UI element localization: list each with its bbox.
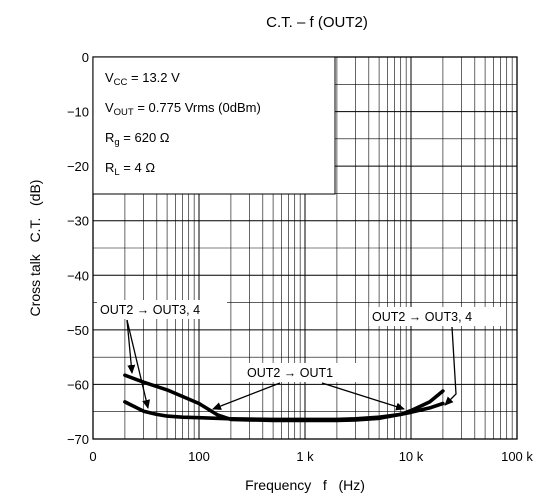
x-tick-label: 1 k: [296, 449, 314, 464]
annotation-box-left: [97, 300, 227, 319]
annotation-out2-to-out34-left: OUT2 → OUT3, 4: [100, 303, 200, 317]
vcc-condition: VCC = 13.2 V: [105, 70, 180, 88]
x-tick-label: 100: [188, 449, 210, 464]
y-tick-label: −70: [67, 432, 89, 447]
chart-title: C.T. – f (OUT2): [266, 14, 368, 31]
rg-condition: Rg = 620 Ω: [105, 130, 170, 148]
x-tick-label: 10 k: [399, 449, 424, 464]
arrow-left-to-upper-curve: [126, 319, 136, 374]
vout-condition: VOUT = 0.775 Vrms (0dBm): [105, 100, 261, 118]
arrow-right-to-curves: [444, 326, 457, 406]
y-tick-label: −30: [67, 214, 89, 229]
y-tick-label: −10: [67, 105, 89, 120]
annotation-box-right: [369, 307, 503, 326]
series-line-2: [123, 400, 445, 422]
y-tick-label: −50: [67, 323, 89, 338]
arrow-left-to-lower-curve: [126, 319, 151, 409]
x-tick-label: 0: [89, 449, 96, 464]
series-group: [123, 373, 445, 423]
y-tick-label: −60: [67, 377, 89, 392]
x-axis-title: Frequency f (Hz): [245, 477, 365, 493]
rl-condition: RL = 4 Ω: [105, 160, 155, 178]
annotation-out2-to-out1: OUT2 → OUT1: [247, 366, 333, 380]
annotation-box-middle: [243, 363, 363, 382]
y-axis-title: Cross talk C.T. (dB): [27, 180, 43, 317]
arrow-middle-to-right-curve: [321, 382, 405, 411]
arrow-middle-to-left-curve: [212, 382, 281, 410]
x-tick-label: 100 k: [501, 449, 533, 464]
annotation-out2-to-out34-right: OUT2 → OUT3, 4: [372, 310, 472, 324]
y-tick-label: −40: [67, 268, 89, 283]
y-tick-label: 0: [82, 50, 89, 65]
y-tick-label: −20: [67, 159, 89, 174]
conditions-box: [92, 56, 336, 195]
axis-ticks: 0 100 1 k 10 k 100 k 0 −10 −20 −30 −40 −50 −60 −70: [67, 50, 533, 464]
